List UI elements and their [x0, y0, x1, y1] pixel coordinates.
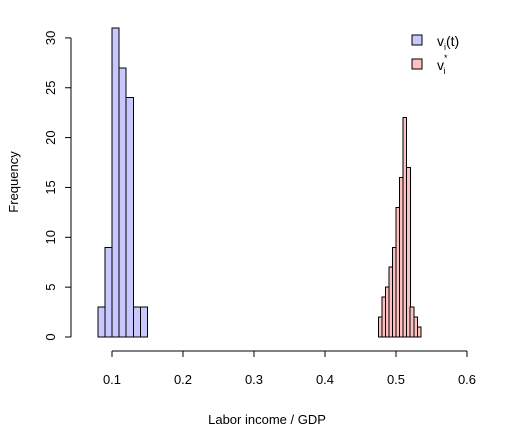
legend: vi(t) v* i: [411, 33, 459, 76]
y-tick-label-6: 30: [43, 31, 58, 45]
histogram-bar-s0-0: [97, 306, 106, 338]
histogram-bar-s0-3: [118, 67, 127, 338]
x-tick-label-4: 0.5: [387, 372, 405, 387]
legend-label-vi-t: vi(t): [437, 33, 459, 52]
histogram-bar-s0-5: [132, 306, 141, 338]
legend-label-vi-star-main: v: [437, 57, 444, 73]
x-axis-title: Labor income / GDP: [208, 412, 326, 427]
histogram-bar-s1-1: [381, 296, 386, 338]
y-tick-label-4: 20: [43, 130, 58, 144]
histogram-bar-s1-3: [388, 266, 393, 338]
histogram-bar-s1-11: [416, 326, 422, 338]
y-tick-label-5: 25: [43, 81, 58, 95]
x-tick-label-0: 0.1: [103, 372, 121, 387]
legend-label-vi-t-main: v: [437, 33, 444, 49]
histogram-bar-s1-5: [395, 206, 401, 338]
x-tick-label-3: 0.4: [316, 372, 334, 387]
x-tick-label-1: 0.2: [174, 372, 192, 387]
histogram-bar-s1-7: [402, 117, 408, 338]
histogram-bar-s0-1: [104, 246, 113, 338]
histogram-bar-s1-8: [406, 167, 411, 338]
y-tick-label-0: 0: [43, 333, 58, 340]
histogram-bar-s1-9: [409, 306, 415, 338]
y-axis-ticks: 0 5 10 15 20 25 30: [43, 31, 71, 341]
y-tick-label-3: 15: [43, 180, 58, 194]
y-tick-label-2: 10: [43, 230, 58, 244]
histogram-bars: [97, 27, 422, 338]
x-axis-ticks: 0.1 0.2 0.3 0.4 0.5 0.6: [103, 351, 476, 387]
y-axis-title: Frequency: [6, 151, 21, 213]
legend-label-vi-star-sub: i: [444, 66, 446, 76]
x-tick-label-5: 0.6: [458, 372, 476, 387]
histogram-bar-s0-6: [139, 306, 148, 338]
histogram-bar-s1-10: [413, 316, 418, 338]
legend-label-vi-star-sup: *: [444, 53, 448, 63]
legend-label-vi-star: v* i: [437, 53, 448, 76]
histogram-bar-s0-4: [125, 97, 134, 338]
histogram-bar-s1-4: [391, 246, 397, 338]
x-tick-label-2: 0.3: [245, 372, 263, 387]
histogram-bar-s0-2: [111, 27, 120, 338]
legend-swatch-vi-t: [411, 34, 423, 46]
legend-swatch-vi-star: [411, 58, 423, 70]
y-tick-label-1: 5: [43, 284, 58, 291]
legend-label-vi-t-suffix: (t): [446, 33, 459, 49]
legend-label-vi-t-sub: i: [444, 42, 446, 52]
